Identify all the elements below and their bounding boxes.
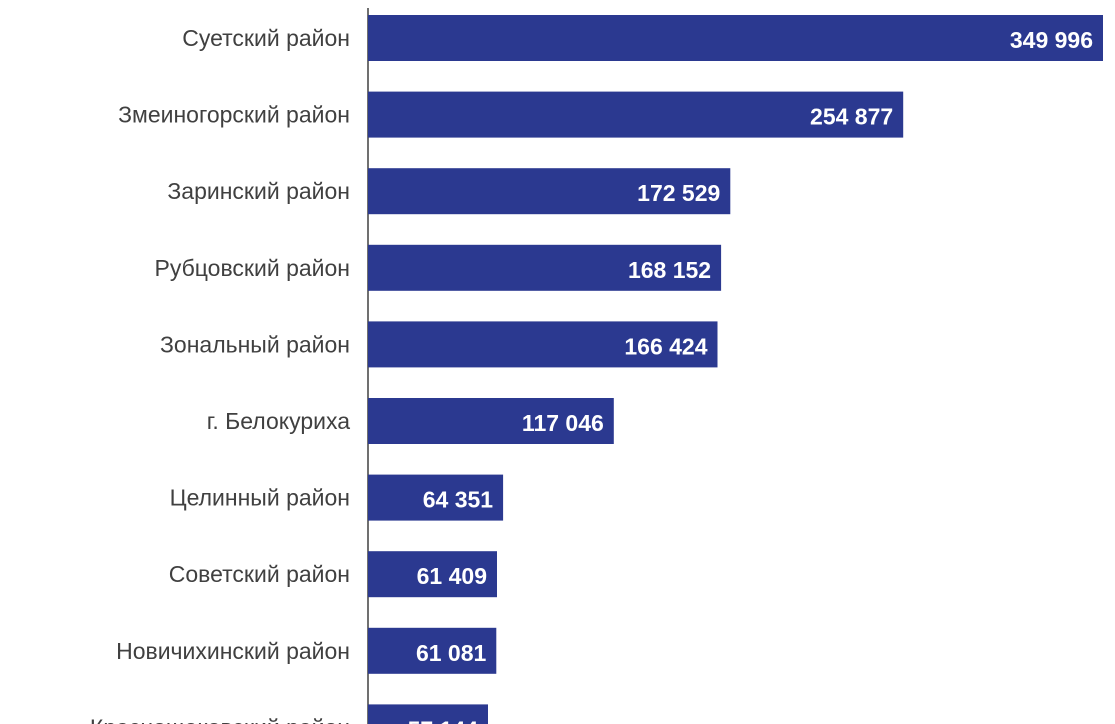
bar — [368, 398, 614, 444]
category-label: Советский район — [169, 561, 350, 587]
value-label: 168 152 — [628, 257, 711, 283]
value-label: 349 996 — [1010, 27, 1093, 53]
category-label: Целинный район — [170, 485, 350, 511]
bar — [368, 15, 1103, 61]
value-label: 64 351 — [423, 487, 494, 513]
bars-group — [368, 15, 1103, 724]
category-labels-group: Суетский район Змеиногорский район Заринск… — [90, 25, 350, 724]
bar — [368, 244, 722, 291]
value-label: 166 424 — [624, 333, 707, 359]
value-label: 254 877 — [810, 104, 893, 130]
value-labels-group: 349 996 254 877 172 529 168 152 166 424 117 0… — [408, 27, 1093, 724]
value-label: 57 144 — [408, 716, 479, 724]
bar — [368, 551, 497, 598]
bar — [368, 321, 718, 368]
category-label: г. Белокуриха — [207, 408, 350, 434]
category-label: Зональный район — [160, 331, 350, 357]
bar — [368, 168, 731, 215]
category-label: Суетский район — [182, 25, 350, 51]
bar — [368, 704, 488, 724]
category-label: Змеиногорский район — [118, 102, 350, 128]
value-label: 172 529 — [637, 180, 720, 206]
value-label: 61 409 — [417, 563, 487, 589]
category-label: Рубцовский район — [154, 255, 350, 281]
value-label: 117 046 — [522, 410, 604, 436]
category-label: Краснощековский район — [90, 714, 350, 724]
category-label: Заринский район — [167, 178, 350, 204]
bar — [368, 474, 504, 521]
category-label: Новичихинский район — [116, 638, 350, 664]
bar — [368, 627, 497, 674]
bar — [368, 91, 904, 138]
value-label: 61 081 — [416, 640, 487, 666]
